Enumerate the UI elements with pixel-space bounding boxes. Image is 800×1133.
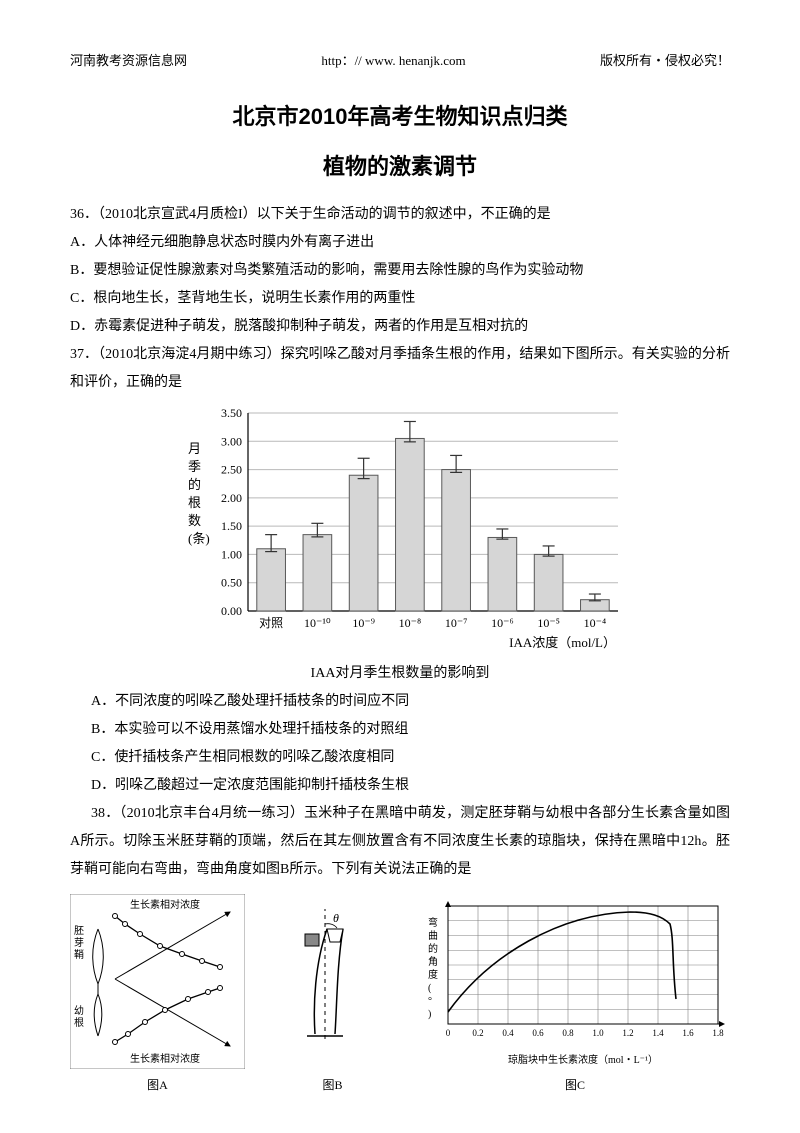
svg-text:2.50: 2.50 — [221, 463, 242, 477]
figure-b-label: 图B — [285, 1076, 380, 1093]
svg-text:0.50: 0.50 — [221, 576, 242, 590]
svg-text:1.2: 1.2 — [622, 1028, 633, 1038]
q36-option-a: A．人体神经元细胞静息状态时膜内外有离子进出 — [70, 229, 730, 257]
svg-text:1.0: 1.0 — [592, 1028, 604, 1038]
figure-b-wrap: θ 图B — [285, 894, 380, 1093]
svg-text:IAA浓度（mol/L）: IAA浓度（mol/L） — [509, 635, 616, 650]
svg-text:月: 月 — [188, 441, 201, 456]
page-header: 河南教考资源信息网 http：// www. henanjk.com 版权所有・… — [70, 50, 730, 69]
svg-text:0.2: 0.2 — [472, 1028, 483, 1038]
figure-a-label: 图A — [70, 1076, 245, 1093]
svg-text:10⁻⁴: 10⁻⁴ — [584, 616, 607, 630]
svg-text:(条): (条) — [188, 531, 210, 546]
svg-text:对照: 对照 — [259, 616, 283, 630]
svg-text:鞘: 鞘 — [74, 948, 84, 961]
figure-row: 生长素相对浓度生长素相对浓度胚芽鞘幼根 图A θ 图B 00.20.40.60.… — [70, 894, 730, 1093]
svg-text:1.50: 1.50 — [221, 519, 242, 533]
svg-text:根: 根 — [188, 495, 201, 510]
svg-text:数: 数 — [188, 513, 201, 528]
svg-text:1.8: 1.8 — [712, 1028, 724, 1038]
svg-text:θ: θ — [333, 911, 339, 925]
svg-text:1.4: 1.4 — [652, 1028, 664, 1038]
figure-c-label: 图C — [420, 1076, 730, 1093]
svg-text:生长素相对浓度: 生长素相对浓度 — [130, 1052, 200, 1065]
q36-stem: 36．（2010北京宣武4月质检I）以下关于生命活动的调节的叙述中，不正确的是 — [70, 201, 730, 229]
svg-text:生长素相对浓度: 生长素相对浓度 — [130, 898, 200, 911]
svg-text:的: 的 — [428, 942, 438, 955]
figure-c-wrap: 00.20.40.60.81.01.21.41.61.8弯曲的角度(°)琼脂块中… — [420, 894, 730, 1093]
svg-text:度: 度 — [428, 968, 438, 981]
svg-text:10⁻⁷: 10⁻⁷ — [445, 616, 468, 630]
svg-text:10⁻¹⁰: 10⁻¹⁰ — [304, 616, 331, 630]
bar-chart-svg: 0.00 0.50 1.00 1.50 2.00 2.50 3.00 3.50 对照 10⁻¹⁰ 1… — [170, 405, 630, 655]
svg-text:胚: 胚 — [74, 925, 84, 937]
svg-text:芽: 芽 — [74, 936, 84, 949]
q37-stem: 37．（2010北京海淀4月期中练习）探究吲哚乙酸对月季插条生根的作用，结果如下… — [70, 341, 730, 397]
svg-text:1.6: 1.6 — [682, 1028, 694, 1038]
q38-stem: 38．（2010北京丰台4月统一练习）玉米种子在黑暗中萌发，测定胚芽鞘与幼根中各… — [70, 800, 730, 884]
svg-text:10⁻⁹: 10⁻⁹ — [352, 616, 375, 630]
bar-chart: 0.00 0.50 1.00 1.50 2.00 2.50 3.00 3.50 对照 10⁻¹⁰ 1… — [170, 405, 630, 682]
figure-a-svg: 生长素相对浓度生长素相对浓度胚芽鞘幼根 — [70, 894, 245, 1069]
svg-text:琼脂块中生长素浓度（mol・L⁻¹）: 琼脂块中生长素浓度（mol・L⁻¹） — [508, 1053, 658, 1066]
svg-text:1.00: 1.00 — [221, 547, 242, 561]
q36-option-d: D．赤霉素促进种子萌发，脱落酸抑制种子萌发，两者的作用是互相对抗的 — [70, 313, 730, 341]
q37-option-c: C．使扦插枝条产生相同根数的吲哚乙酸浓度相同 — [70, 744, 730, 772]
bar-chart-caption: IAA对月季生根数量的影响到 — [170, 662, 630, 682]
svg-text:0: 0 — [446, 1028, 451, 1038]
svg-text:10⁻⁶: 10⁻⁶ — [491, 616, 514, 630]
svg-text:10⁻⁸: 10⁻⁸ — [399, 616, 422, 630]
figure-c-svg: 00.20.40.60.81.01.21.41.61.8弯曲的角度(°)琼脂块中… — [420, 894, 730, 1069]
svg-text:弯: 弯 — [428, 916, 438, 929]
q37-option-d: D．吲哚乙酸超过一定浓度范围能抑制扦插枝条生根 — [70, 772, 730, 800]
svg-text:0.8: 0.8 — [562, 1028, 574, 1038]
figure-b-svg: θ — [285, 894, 380, 1069]
header-left: 河南教考资源信息网 — [70, 50, 187, 69]
q37-option-b: B．本实验可以不设用蒸馏水处理扦插枝条的对照组 — [70, 716, 730, 744]
svg-text:角: 角 — [428, 956, 438, 968]
svg-text:°: ° — [428, 996, 432, 1007]
svg-text:3.50: 3.50 — [221, 406, 242, 420]
svg-text:根: 根 — [74, 1016, 84, 1029]
svg-text:0.00: 0.00 — [221, 604, 242, 618]
svg-text:3.00: 3.00 — [221, 434, 242, 448]
doc-title: 北京市2010年高考生物知识点归类 — [70, 99, 730, 131]
header-center: http：// www. henanjk.com — [321, 50, 465, 69]
svg-text:10⁻⁵: 10⁻⁵ — [537, 616, 560, 630]
figure-a-wrap: 生长素相对浓度生长素相对浓度胚芽鞘幼根 图A — [70, 894, 245, 1093]
doc-subtitle: 植物的激素调节 — [70, 149, 730, 181]
svg-text:的: 的 — [188, 477, 201, 492]
q36-option-c: C．根向地生长，茎背地生长，说明生长素作用的两重性 — [70, 285, 730, 313]
svg-text:幼: 幼 — [74, 1004, 84, 1017]
svg-text:): ) — [428, 1009, 431, 1020]
q37-option-a: A．不同浓度的吲哚乙酸处理扦插枝条的时间应不同 — [70, 688, 730, 716]
svg-text:季: 季 — [188, 459, 201, 474]
svg-text:2.00: 2.00 — [221, 491, 242, 505]
svg-text:0.6: 0.6 — [532, 1028, 544, 1038]
q36-option-b: B．要想验证促性腺激素对鸟类繁殖活动的影响，需要用去除性腺的鸟作为实验动物 — [70, 257, 730, 285]
svg-text:0.4: 0.4 — [502, 1028, 514, 1038]
svg-text:曲: 曲 — [428, 930, 438, 942]
header-right: 版权所有・侵权必究！ — [600, 50, 730, 69]
